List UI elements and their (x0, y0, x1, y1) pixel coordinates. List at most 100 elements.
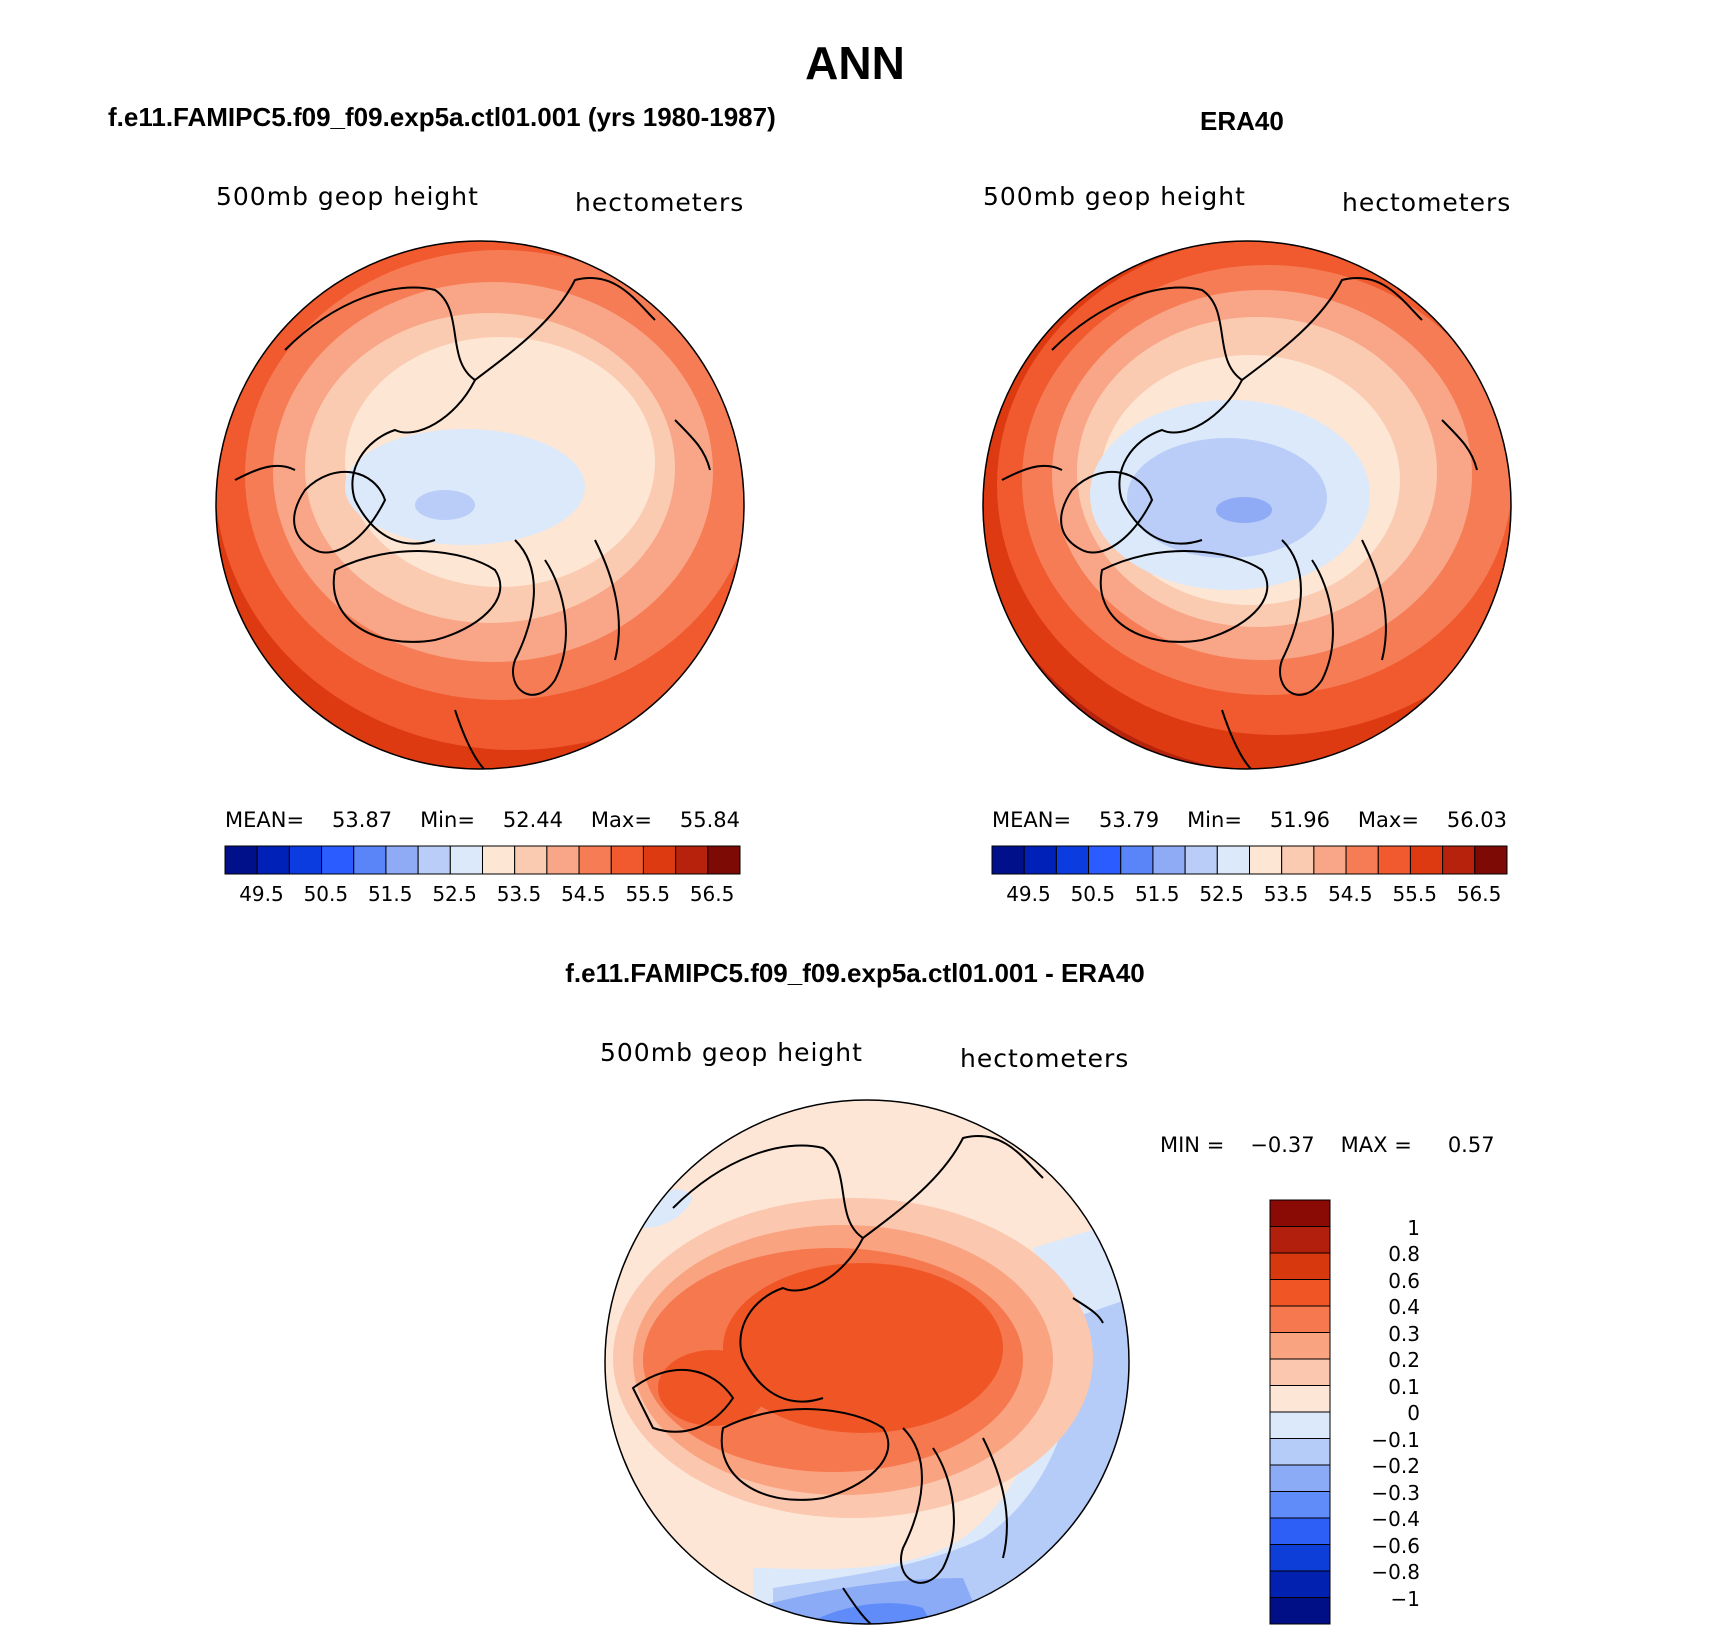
panel1-colorbar-tick-label: 49.5 (239, 882, 284, 906)
panel3-colorbar-swatch (1269, 1411, 1331, 1439)
panel2-colorbar-swatch (991, 845, 1025, 875)
panel1-colorbar-swatch (417, 845, 451, 875)
panel2-mean-label: MEAN= (992, 808, 1072, 832)
panel2-colorbar-swatch (1442, 845, 1476, 875)
panel3-colorbar-swatch (1269, 1332, 1331, 1360)
panel1-colorbar-tick-label: 53.5 (496, 882, 542, 906)
panel1-colorbar-swatch (449, 845, 483, 875)
panel2-units-label: hectometers (1342, 188, 1512, 217)
panel3-colorbar-tick-label: 1 (1407, 1215, 1420, 1240)
panel2-colorbar-tick-label: 56.5 (1456, 882, 1502, 906)
panel1-colorbar-swatch (610, 845, 644, 875)
panel1-mean-label: MEAN= (225, 808, 305, 832)
panel1-colorbar-swatch (546, 845, 580, 875)
panel1-polar-map (215, 240, 745, 770)
panel3-colorbar-swatch (1269, 1385, 1331, 1413)
panel2-field-label: 500mb geop height (983, 182, 1246, 211)
panel2-max-label: Max= (1357, 808, 1419, 832)
panel3-colorbar-swatch (1269, 1517, 1331, 1545)
panel3-max-label: MAX = (1340, 1133, 1412, 1157)
panel2-colorbar-swatch (1474, 845, 1508, 875)
panel3-colorbar-swatch (1269, 1544, 1331, 1572)
panel3-colorbar-swatch (1269, 1252, 1331, 1280)
panel2-colorbar-tick-label: 51.5 (1134, 882, 1180, 906)
panel3-heading: f.e11.FAMIPC5.f09_f09.exp5a.ctl01.001 - … (565, 958, 1145, 988)
panel3-colorbar-tick-label: −0.4 (1371, 1507, 1420, 1531)
panel2-colorbar-ticks: 49.5 50.5 51.5 52.5 53.5 54.5 55.5 56.5 (992, 882, 1507, 906)
panel1-colorbar (224, 845, 741, 875)
panel1-colorbar-tick-label: 55.5 (625, 882, 670, 906)
map3-negative-east-2 (773, 1298, 1129, 1624)
panel2-colorbar-swatch (1409, 845, 1444, 875)
panel1-colorbar-swatch (675, 845, 709, 875)
panel2-min-label: Min= (1187, 808, 1242, 832)
panel2-max-value: 56.03 (1446, 808, 1507, 832)
panel2-colorbar-swatch (1184, 845, 1218, 875)
map2-coastlines (1001, 277, 1478, 769)
panel3-stats: MIN = −0.37 MAX = 0.57 (1160, 1133, 1495, 1157)
panel1-mean-value: 53.87 (332, 808, 393, 832)
panel2-mean-value: 53.79 (1099, 808, 1160, 832)
panel3-colorbar-tick-label: 0.3 (1388, 1321, 1420, 1346)
panel3-colorbar-tick-label: 0 (1407, 1401, 1420, 1425)
panel3-colorbar-tick-label: 0.6 (1388, 1268, 1420, 1293)
panel2-colorbar-swatch (1249, 845, 1283, 875)
map1-band-7 (415, 490, 475, 520)
panel2-colorbar-swatch (1152, 845, 1186, 875)
panel2-stats: MEAN= 53.79 Min= 51.96 Max= 56.03 (992, 808, 1507, 832)
figure-title: ANN (805, 37, 905, 89)
panel1-colorbar-swatch (321, 845, 355, 875)
panel3-colorbar-tick-label: −0.3 (1371, 1480, 1420, 1505)
panel3-colorbar (1269, 1199, 1331, 1625)
panel1-colorbar-swatch (642, 845, 677, 875)
panel3-field-label: 500mb geop height (600, 1038, 863, 1067)
map2-band-9 (1216, 497, 1272, 523)
panel1-units-label: hectometers (575, 188, 745, 217)
panel3-colorbar-swatch (1269, 1358, 1331, 1386)
panel1-colorbar-tick-label: 50.5 (303, 882, 349, 906)
panel1-max-label: Max= (590, 808, 652, 832)
panel2-colorbar-tick-label: 53.5 (1263, 882, 1309, 906)
panel3-colorbar-tick-label: −0.8 (1371, 1560, 1420, 1584)
panel2-colorbar-swatch (1313, 845, 1347, 875)
panel3-colorbar-tick-label: −0.2 (1371, 1454, 1420, 1478)
panel3-colorbar-swatch (1269, 1597, 1331, 1625)
panel1-max-value: 55.84 (679, 808, 740, 832)
panel1-colorbar-swatch (353, 845, 387, 875)
panel1-colorbar-swatch (385, 845, 419, 875)
panel1-colorbar-swatch (256, 845, 290, 875)
panel3-colorbar-ticks: 1 0.8 0.6 0.4 0.3 0.2 0.1 0 −0.1 −0.2 −0.3 −0.4 −0.6… (1340, 1200, 1420, 1624)
panel2-colorbar-swatch (1120, 845, 1154, 875)
panel2-heading: ERA40 (1200, 106, 1284, 136)
panel1-colorbar-tick-label: 52.5 (432, 882, 477, 906)
panel1-colorbar-swatch (707, 845, 741, 875)
panel3-colorbar-tick-label: −0.1 (1371, 1427, 1420, 1452)
panel2-colorbar-tick-label: 49.5 (1006, 882, 1051, 906)
panel3-polar-map (604, 1099, 1130, 1625)
panel3-colorbar-tick-label: −1 (1390, 1586, 1420, 1611)
panel3-colorbar-swatch (1269, 1199, 1331, 1227)
panel2-colorbar-swatch (1216, 845, 1250, 875)
panel3-min-label: MIN = (1160, 1133, 1225, 1157)
panel2-colorbar-tick-label: 54.5 (1328, 882, 1373, 906)
panel1-colorbar-tick-label: 54.5 (561, 882, 606, 906)
panel2-colorbar-swatch (1088, 845, 1122, 875)
map1-coastlines (234, 277, 711, 769)
panel3-colorbar-swatch (1269, 1491, 1331, 1519)
panel3-colorbar-tick-label: 0.4 (1388, 1295, 1420, 1319)
panel1-colorbar-swatch (288, 845, 323, 875)
panel2-colorbar-swatch (1281, 845, 1315, 875)
panel3-colorbar-swatch (1269, 1279, 1331, 1307)
panel1-heading: f.e11.FAMIPC5.f09_f09.exp5a.ctl01.001 (y… (108, 102, 776, 132)
panel2-colorbar (991, 845, 1508, 875)
panel2-colorbar-tick-label: 52.5 (1199, 882, 1244, 906)
map3-coastlines (631, 1135, 1104, 1624)
panel3-max-value: 0.57 (1447, 1133, 1495, 1157)
panel3-min-value: −0.37 (1250, 1133, 1315, 1157)
panel3-colorbar-tick-label: 0.2 (1388, 1348, 1420, 1372)
panel1-colorbar-tick-label: 56.5 (689, 882, 735, 906)
panel2-colorbar-swatch (1023, 845, 1057, 875)
panel3-colorbar-swatch (1269, 1226, 1331, 1254)
map2-band-8 (1127, 438, 1327, 558)
panel1-min-label: Min= (420, 808, 475, 832)
